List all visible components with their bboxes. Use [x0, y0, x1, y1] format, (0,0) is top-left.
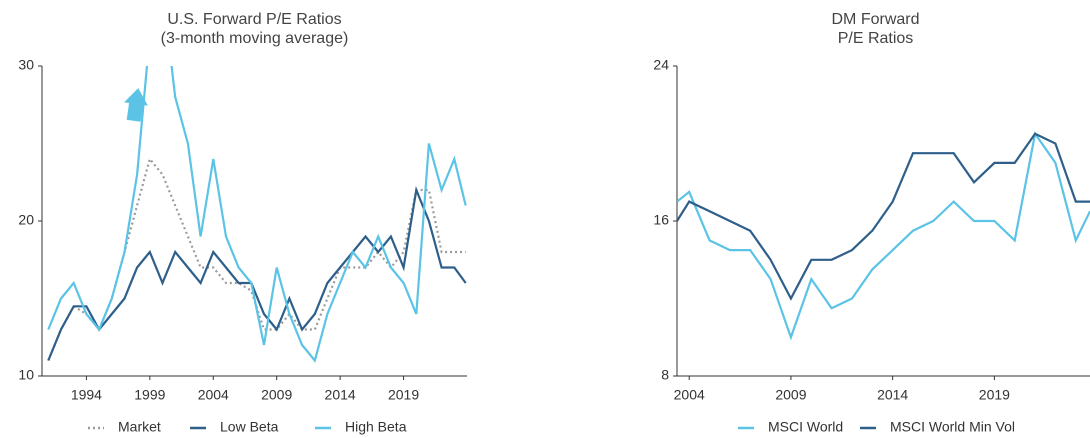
y-tick-label: 8 [661, 367, 669, 383]
x-tick-label: 2004 [674, 387, 705, 403]
legend-label: MSCI World Min Vol [890, 419, 1015, 435]
legend-label: MSCI World [768, 419, 843, 435]
series-line [677, 132, 1090, 301]
series-line [677, 131, 1090, 341]
x-tick-label: 2019 [388, 387, 419, 403]
legend-label: High Beta [345, 419, 407, 435]
x-tick-label: 2009 [775, 387, 806, 403]
legend-label: Low Beta [220, 419, 279, 435]
chart-title: P/E Ratios [838, 30, 914, 47]
y-tick-label: 20 [18, 212, 34, 228]
y-tick-label: 24 [653, 57, 669, 73]
x-tick-label: 2009 [261, 387, 292, 403]
x-tick-label: 1994 [71, 387, 102, 403]
series-line [47, 185, 467, 361]
x-tick-label: 2004 [198, 387, 229, 403]
x-tick-label: 1999 [134, 387, 165, 403]
series-line [47, 156, 466, 361]
arrow-annotation [124, 88, 148, 122]
x-tick-label: 2014 [877, 387, 908, 403]
legend-label: Market [118, 419, 161, 435]
y-tick-label: 30 [18, 57, 34, 73]
plot-area [677, 131, 1090, 341]
series-line [47, 66, 467, 363]
y-tick-label: 10 [18, 367, 34, 383]
chart-title: (3-month moving average) [161, 30, 349, 47]
chart-title: DM Forward [831, 11, 919, 28]
chart-title: U.S. Forward P/E Ratios [167, 11, 341, 28]
y-tick-label: 16 [653, 212, 669, 228]
plot-area [47, 66, 467, 363]
x-tick-label: 2019 [979, 387, 1010, 403]
x-tick-label: 2014 [325, 387, 356, 403]
